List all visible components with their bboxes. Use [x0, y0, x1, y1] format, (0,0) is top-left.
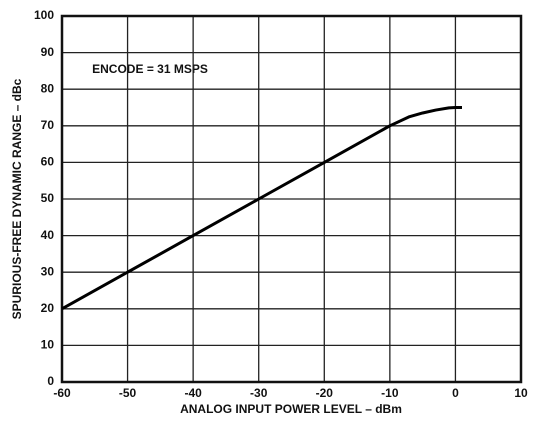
- y-tick-label: 60: [41, 155, 55, 169]
- x-tick-label: -30: [250, 386, 268, 400]
- x-tick-label: -40: [184, 386, 202, 400]
- annotation: ENCODE = 31 MSPS: [92, 62, 208, 76]
- x-tick-label: 0: [452, 386, 459, 400]
- x-axis-label: ANALOG INPUT POWER LEVEL – dBm: [180, 402, 402, 416]
- x-tick-label: -60: [53, 386, 71, 400]
- y-tick-label: 90: [41, 45, 55, 59]
- y-tick-label: 0: [47, 374, 54, 388]
- plot-frame: [60, 14, 523, 384]
- y-tick-label: 10: [41, 338, 55, 352]
- y-tick-label: 40: [41, 228, 55, 242]
- x-tick-label: -10: [381, 386, 399, 400]
- y-tick-label: 20: [41, 301, 55, 315]
- x-tick-label: 10: [514, 386, 528, 400]
- y-tick-label: 100: [34, 8, 54, 22]
- x-tick-label: -20: [316, 386, 334, 400]
- y-tick-label: 30: [41, 264, 55, 278]
- y-tick-label: 70: [41, 118, 55, 132]
- data-line: [61, 106, 462, 311]
- x-tick-label: -50: [119, 386, 137, 400]
- y-tick-label: 50: [41, 191, 55, 205]
- y-tick-label: 80: [41, 81, 55, 95]
- y-axis-label: SPURIOUS-FREE DYNAMIC RANGE – dBc: [10, 78, 24, 319]
